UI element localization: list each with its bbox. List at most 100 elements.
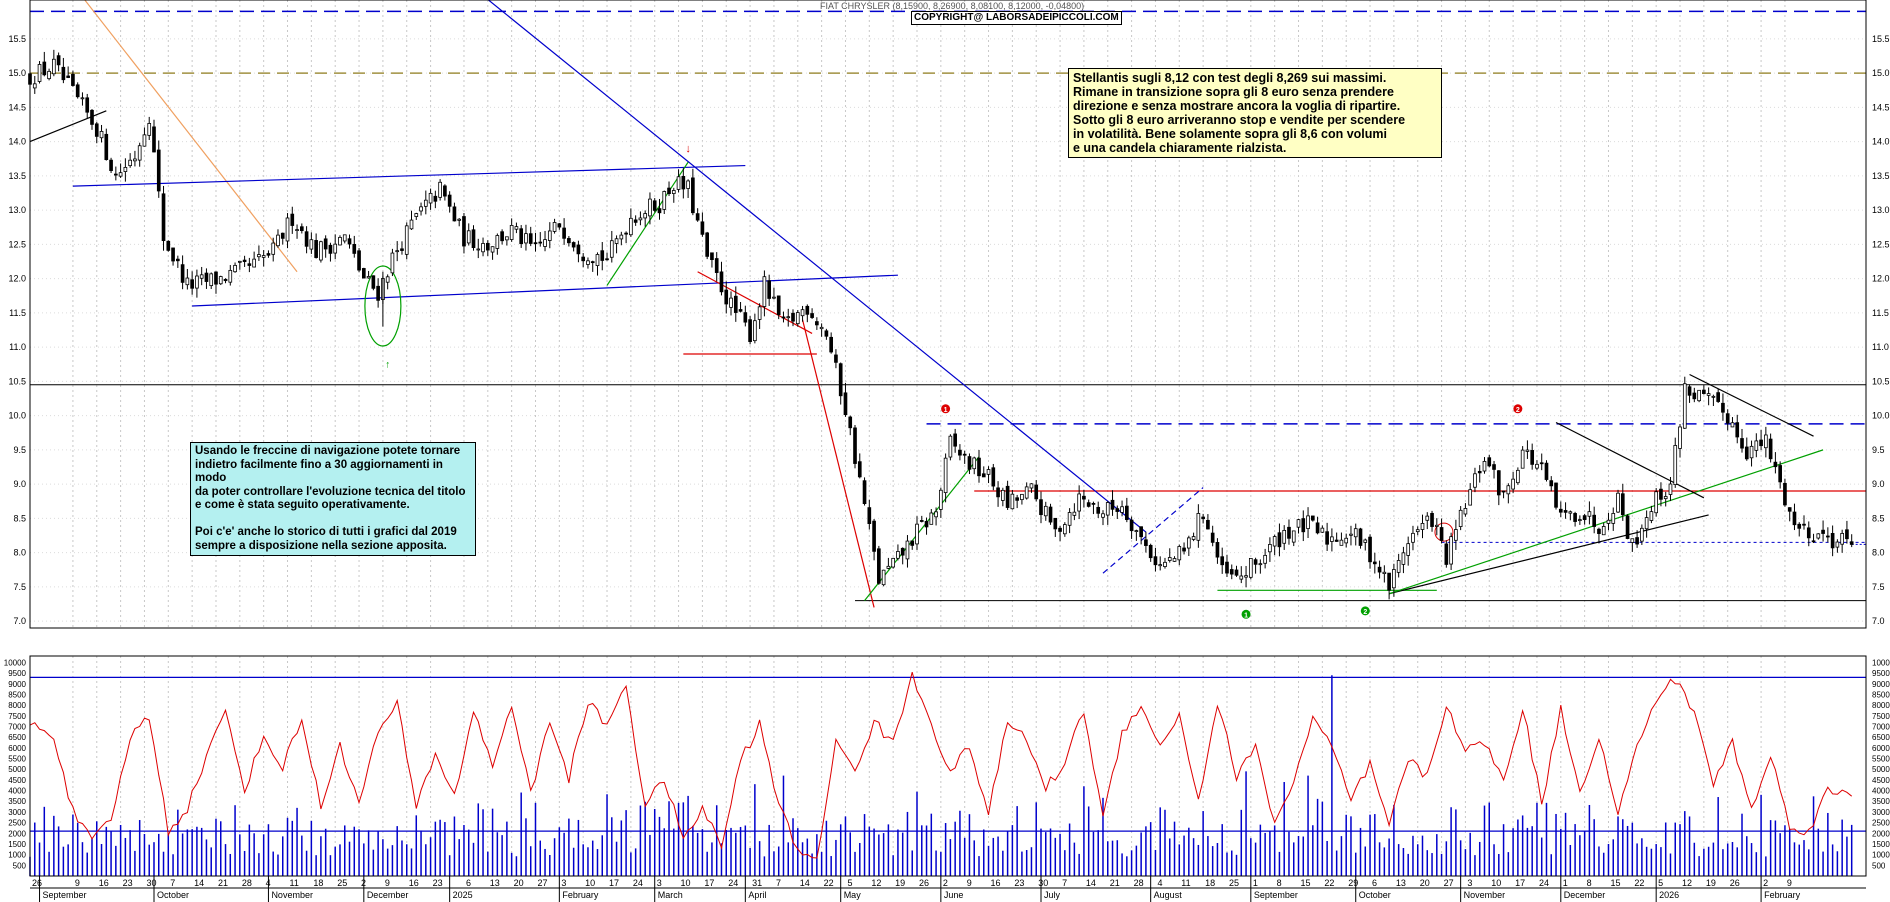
candle-body — [1144, 539, 1148, 546]
falling-red-2 — [801, 319, 875, 608]
candle-body — [633, 219, 638, 223]
candle — [1611, 507, 1616, 531]
candle-body — [1172, 558, 1177, 562]
marker-green-2: 2 — [1360, 606, 1370, 616]
candle — [1659, 482, 1663, 507]
x-minor-tick-label: 10 — [1491, 878, 1501, 888]
candle-body — [1549, 480, 1554, 487]
candle — [729, 291, 733, 316]
candle-body — [1139, 526, 1143, 538]
candle-body — [1778, 465, 1782, 483]
candle-body — [619, 234, 624, 240]
candle — [1058, 526, 1062, 542]
volume-tick-label-right: 1000 — [1872, 851, 1890, 860]
candle — [342, 234, 347, 244]
candle — [1654, 488, 1659, 517]
candle-body — [819, 326, 824, 330]
candle — [423, 190, 428, 215]
candle — [633, 215, 638, 226]
x-minor-tick-label: 9 — [75, 878, 80, 888]
x-minor-tick-label: 17 — [1515, 878, 1525, 888]
candle — [629, 208, 633, 237]
candle — [304, 226, 309, 254]
candle-body — [1158, 564, 1163, 567]
candle-body — [1344, 537, 1349, 544]
x-minor-tick-label: 31 — [752, 878, 762, 888]
candle — [1649, 505, 1654, 524]
candle-body — [991, 467, 996, 487]
candle — [190, 271, 194, 295]
candle — [180, 255, 185, 290]
candle-body — [1220, 556, 1225, 566]
candle — [152, 119, 156, 153]
candle-body — [609, 240, 614, 258]
candle — [1234, 565, 1239, 577]
candle — [1682, 376, 1687, 429]
candle — [290, 206, 295, 234]
candle — [671, 187, 676, 203]
candle — [1067, 508, 1072, 534]
candle — [276, 229, 280, 248]
candle — [99, 124, 104, 143]
candle — [1721, 393, 1725, 421]
candle — [1291, 530, 1296, 547]
candle-body — [1654, 491, 1659, 514]
candle — [1797, 522, 1802, 537]
candle — [1716, 388, 1720, 403]
candle — [695, 208, 700, 222]
x-minor-tick-label: 5 — [1658, 878, 1663, 888]
candle-body — [1420, 522, 1425, 530]
volume-tick-label-right: 9000 — [1872, 680, 1890, 689]
marker-green-1-label: 1 — [1244, 612, 1248, 619]
candle-body — [133, 158, 137, 162]
candle — [1473, 467, 1477, 493]
candle-body — [629, 217, 633, 236]
candle-body — [257, 254, 261, 258]
candle — [156, 140, 161, 198]
candle — [271, 237, 276, 262]
candle-body — [762, 276, 767, 307]
candle-body — [56, 55, 61, 66]
candle — [552, 218, 557, 234]
candle-body — [1568, 511, 1573, 514]
candle — [1210, 525, 1215, 547]
candle-body — [1277, 532, 1282, 548]
candle — [886, 557, 891, 570]
candle-body — [733, 295, 738, 313]
candle — [638, 211, 643, 226]
candle-body — [1587, 511, 1592, 517]
x-minor-tick-label: 24 — [1539, 878, 1549, 888]
x-major-tick-label: August — [1154, 890, 1183, 900]
candle-body — [1582, 515, 1587, 521]
candle — [1186, 535, 1191, 557]
x-minor-tick-label: 26 — [1730, 878, 1740, 888]
candle-body — [462, 216, 466, 247]
candle — [1830, 525, 1835, 557]
candle-body — [1434, 524, 1439, 527]
candle — [872, 519, 876, 561]
candle-body — [1792, 511, 1797, 526]
downtrend-orange — [84, 0, 298, 273]
candle-body — [981, 473, 986, 478]
volume-tick-label-left: 6000 — [8, 744, 26, 753]
candle — [1420, 514, 1425, 539]
candle — [1105, 501, 1110, 525]
candle-body — [1134, 530, 1139, 532]
x-minor-tick-label: 22 — [1324, 878, 1334, 888]
candle — [772, 287, 776, 300]
candle-body — [261, 255, 266, 258]
candle-body — [834, 354, 838, 363]
candle-body — [252, 258, 256, 268]
candle — [1048, 503, 1053, 525]
candle — [977, 449, 981, 483]
candle-body — [1539, 462, 1544, 465]
volume-tick-label-left: 8500 — [8, 690, 26, 699]
candle — [1439, 518, 1444, 544]
price-tick-label-left: 12.0 — [8, 274, 26, 284]
candle-body — [1740, 438, 1744, 449]
price-tick-label-right: 13.0 — [1872, 205, 1890, 215]
candle-body — [595, 254, 600, 267]
candle — [1730, 417, 1735, 428]
volume-tick-label-left: 5000 — [8, 765, 26, 774]
candle — [266, 250, 271, 258]
